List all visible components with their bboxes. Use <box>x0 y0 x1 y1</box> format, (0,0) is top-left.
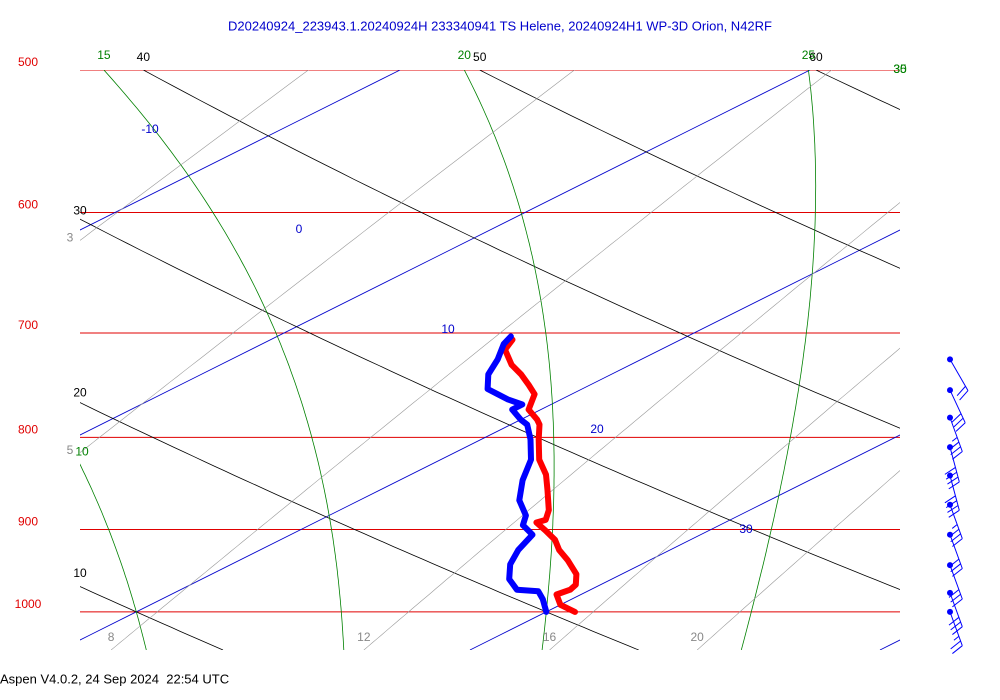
mixing-ratio-line <box>363 202 900 650</box>
profile-line <box>502 336 580 615</box>
moist-adiabat-label: 25 <box>802 48 816 62</box>
isotherm <box>879 639 900 650</box>
isotherm-label: -10 <box>141 122 159 136</box>
wind-barb <box>948 504 963 547</box>
moist-adiabat-label: 30 <box>893 62 907 76</box>
y-tick-label: 700 <box>18 318 38 332</box>
dry-adiabat-label: 30 <box>73 204 87 218</box>
isotherm <box>80 70 401 231</box>
mixing-ratio-line <box>110 70 832 650</box>
dry-adiabat <box>80 402 639 650</box>
dry-adiabat-label: 20 <box>73 386 87 400</box>
mixing-ratio-label: 8 <box>108 630 115 644</box>
wind-barb <box>948 534 963 577</box>
footer: Aspen V4.0.2, 24 Sep 2024 22:54 UTC <box>0 671 229 686</box>
wind-barb <box>949 389 966 432</box>
dry-adiabat-label: 60 <box>809 50 823 64</box>
mixing-ratio-line <box>973 70 1000 650</box>
wind-barb <box>949 611 963 654</box>
moist-adiabat <box>463 70 555 650</box>
dry-adiabat <box>815 70 900 110</box>
wind-barb <box>948 592 963 635</box>
moist-adiabat-label: 15 <box>97 48 111 62</box>
moist-adiabat-label: 10 <box>75 444 89 458</box>
isotherm-label: 0 <box>296 222 303 236</box>
dry-adiabat-label: 10 <box>73 566 87 580</box>
isotherm-label: 20 <box>590 422 604 436</box>
mixing-ratio-label: 16 <box>543 630 557 644</box>
y-tick-label: 900 <box>18 515 38 529</box>
isotherm <box>469 434 900 650</box>
isotherm-label: 30 <box>739 522 753 536</box>
dry-adiabat <box>80 218 900 590</box>
dry-adiabat <box>80 586 224 650</box>
moist-adiabat <box>740 70 817 650</box>
moist-adiabat-label: 20 <box>458 48 472 62</box>
mixing-ratio-label: 5 <box>67 443 74 457</box>
moist-adiabat <box>80 463 147 650</box>
mixing-ratio-label: 12 <box>357 630 371 644</box>
dry-adiabat-label: 40 <box>137 50 151 64</box>
y-tick-label: 800 <box>18 423 38 437</box>
chart-title: D20240924_223943.1.20240924H 233340941 T… <box>228 18 772 33</box>
wind-barb <box>944 447 960 490</box>
mixing-ratio-line <box>549 347 900 650</box>
profile-line <box>484 333 550 615</box>
mixing-ratio-line <box>80 70 309 241</box>
wind-barb <box>944 475 960 518</box>
mixing-ratio-label: 20 <box>690 630 704 644</box>
y-tick-label: 500 <box>18 55 38 69</box>
mixing-ratio-line <box>696 470 900 650</box>
plot-area <box>80 70 1000 650</box>
isotherm-label: 10 <box>441 322 455 336</box>
moist-adiabat-label: 35 <box>893 62 907 76</box>
dry-adiabat <box>143 70 900 429</box>
dry-adiabat-label: 50 <box>473 50 487 64</box>
isotherm <box>80 229 900 641</box>
wind-barb <box>948 564 963 608</box>
moist-adiabat <box>103 70 345 650</box>
y-tick-label: 600 <box>18 198 38 212</box>
y-tick-label: 1000 <box>15 597 42 611</box>
wind-barb <box>948 417 963 460</box>
mixing-ratio-label: 3 <box>67 231 74 245</box>
isotherm <box>80 70 811 436</box>
dry-adiabat <box>479 70 900 269</box>
mixing-ratio-line <box>80 70 575 454</box>
wind-barb <box>949 359 969 401</box>
